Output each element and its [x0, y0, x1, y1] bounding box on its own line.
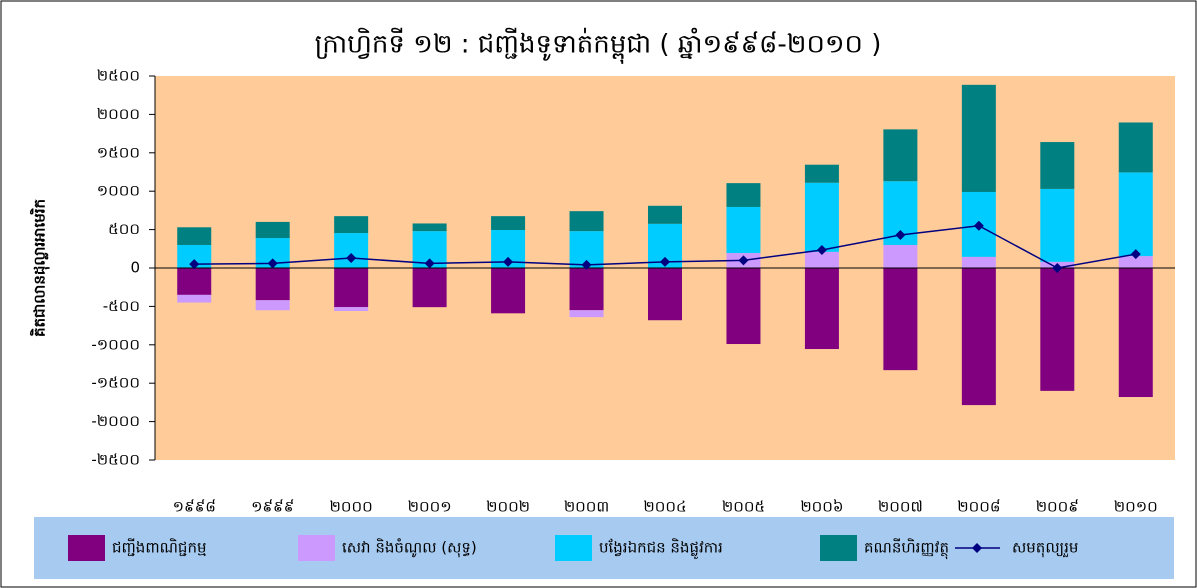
bar-segment	[1118, 122, 1153, 173]
y-tick-label: ១០០០	[97, 182, 140, 200]
x-tick-label: ២០០១	[408, 498, 452, 516]
bar-segment	[961, 268, 996, 406]
x-tick-label: ២០០៨	[957, 498, 1000, 516]
x-tick-label: ២០១០	[1114, 498, 1158, 516]
y-axis-label: គិតជាលានដុល្លារអាមេរិក	[30, 199, 51, 337]
y-tick-label: 0	[130, 259, 140, 277]
line-marker	[816, 244, 827, 255]
y-tick-label: -១៥០០	[91, 374, 140, 392]
legend-swatch	[820, 535, 857, 561]
y-tick-label: ៥០០	[108, 220, 140, 238]
y-tick-label: ២០០០	[97, 105, 140, 123]
x-tick-label: ១៩៩៩	[251, 498, 294, 516]
x-tick-label: ២០០៩	[1036, 498, 1079, 516]
y-tick-label: ២៥០០	[97, 67, 140, 85]
line-marker	[738, 255, 749, 266]
line-marker	[1130, 249, 1141, 260]
bar-segment	[1118, 256, 1153, 268]
bar-segment	[569, 310, 604, 318]
line-marker	[346, 253, 357, 264]
bar-segment	[883, 268, 918, 371]
legend-label: ជញ្ជីងពាណិជ្ជកម្ម	[112, 538, 206, 557]
bar-segment	[804, 251, 839, 268]
bar-segment	[255, 268, 290, 301]
bar-segment	[177, 227, 212, 245]
bar-segment	[255, 221, 290, 239]
bar-segment	[961, 84, 996, 192]
bar-segment	[491, 268, 526, 314]
y-tick-label: -៥០០	[103, 297, 140, 315]
line-marker	[895, 229, 906, 240]
y-tick-label: -២០០០	[91, 412, 140, 430]
legend-swatch	[68, 535, 105, 561]
line-marker	[267, 258, 278, 269]
x-tick-label: ២០០៤	[643, 498, 686, 516]
y-tick-label: -២៥០០	[91, 451, 140, 469]
legend-swatch	[555, 535, 592, 561]
line-marker	[972, 543, 982, 553]
bar-segment	[726, 268, 761, 345]
bar-segment	[334, 216, 369, 234]
bar-segment	[334, 307, 369, 312]
line-marker	[581, 259, 592, 270]
line-marker	[189, 259, 200, 270]
x-tick-label: ២០០៣	[564, 498, 609, 516]
x-tick-label: ២០០៧	[878, 498, 923, 516]
line-marker	[660, 256, 670, 267]
bar-segment	[961, 256, 996, 268]
bar-segment	[1040, 268, 1075, 391]
bar-segment	[648, 205, 682, 224]
bar-segment	[177, 294, 212, 303]
bar-segment	[255, 300, 290, 311]
legend-swatch	[298, 535, 335, 561]
bar-segment	[1118, 268, 1153, 398]
legend-label: សមតុល្យរួម	[1012, 539, 1078, 558]
bar-segment	[883, 244, 918, 268]
bar-segment	[883, 129, 918, 182]
x-tick-label: ១៩៩៨	[173, 498, 216, 516]
bar-segment	[648, 268, 682, 321]
x-tick-label: ២០០០	[330, 498, 373, 516]
line-marker	[973, 220, 984, 231]
legend-label: សេវា និងចំណូល (សុទ្ធ)	[342, 538, 477, 558]
line-marker	[503, 256, 514, 267]
bar-segment	[804, 164, 839, 183]
y-tick-label: -១០០០	[91, 335, 140, 353]
bar-segment	[1118, 172, 1153, 257]
y-tick-label: ១៥០០	[97, 143, 140, 161]
line-marker	[424, 258, 435, 269]
bar-segment	[804, 268, 839, 350]
x-tick-label: ២០០៦	[800, 498, 843, 516]
bar-segment	[177, 268, 212, 295]
bar-segment	[412, 268, 447, 308]
bar-segment	[726, 206, 761, 254]
bar-segment	[1040, 188, 1075, 262]
chart-title: ក្រាហ្វិកទី ១២ : ជញ្ជីងទូទាត់កម្ពុជា ( ឆ…	[315, 28, 882, 65]
bar-segment	[569, 268, 604, 311]
bar-segment	[412, 223, 447, 232]
x-tick-label: ២០០២	[486, 498, 530, 516]
bar-segment	[1040, 142, 1075, 189]
bar-segment	[804, 182, 839, 252]
line-marker	[1052, 263, 1063, 273]
bar-segment	[726, 183, 761, 207]
bar-segment	[177, 244, 212, 268]
x-tick-label: ២០០៥	[722, 498, 765, 516]
legend-label: បង្វែរឯកជន និងផ្លូវការ	[599, 538, 723, 560]
bar-segment	[491, 216, 526, 230]
bar-segment	[569, 211, 604, 232]
legend-label: គណនីហិរញ្ញវត្ថុ	[864, 538, 949, 560]
bar-segment	[334, 268, 369, 308]
